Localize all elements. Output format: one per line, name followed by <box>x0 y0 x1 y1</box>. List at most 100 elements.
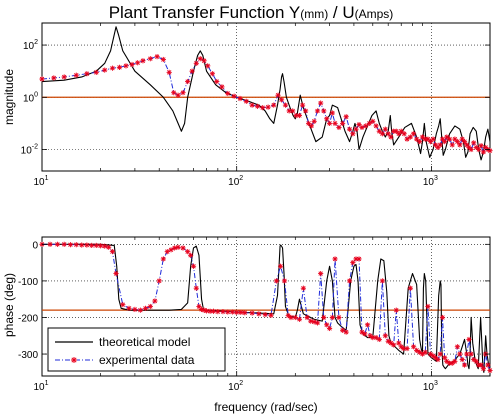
ph-y-tick-label: -100 <box>18 277 38 288</box>
ph-series-experimental-point <box>480 366 487 372</box>
ph-series-experimental-point <box>273 278 280 284</box>
mag-series-experimental-point <box>147 56 153 62</box>
ph-series-experimental-point <box>268 312 274 318</box>
mag-series-experimental-point <box>189 68 195 74</box>
mag-series-experimental-point <box>225 90 231 97</box>
ph-series-experimental-point <box>419 351 426 357</box>
ph-series-experimental-point <box>314 320 321 326</box>
ph-series-experimental-point <box>106 244 112 250</box>
ph-series-experimental-point <box>318 270 324 277</box>
mag-series-experimental-point <box>129 61 135 68</box>
ph-series-experimental-point <box>425 303 431 310</box>
mag-series-experimental-point <box>219 84 225 90</box>
ph-series-experimental-point <box>459 356 465 363</box>
mag-series-experimental-point <box>237 95 243 102</box>
title-main: Plant Transfer Function Y <box>109 3 301 22</box>
ph-series-experimental-point <box>188 252 194 258</box>
mag-series-experimental-point <box>293 112 299 119</box>
ph-series-experimental-point <box>404 345 410 352</box>
mag-series-experimental-point <box>116 64 123 70</box>
ph-series-experimental-point <box>89 242 95 249</box>
ph-series-experimental-point <box>385 338 391 344</box>
mag-series-experimental-point <box>84 71 90 77</box>
magnitude-x-ticks: 101 102 103 <box>33 23 438 188</box>
ph-series-experimental-point <box>262 311 268 318</box>
ph-y-tick-label: -200 <box>18 313 38 324</box>
ph-series-experimental-point <box>461 362 468 368</box>
ph-series-experimental-point <box>329 314 335 321</box>
magnitude-panel: 101 102 103 102 100 10-2 magnitude <box>2 22 493 188</box>
mag-series-experimental-point <box>299 102 306 108</box>
ph-series-experimental-point <box>439 314 446 321</box>
ph-series-experimental-point <box>67 242 74 248</box>
ph-series-experimental-point <box>388 340 394 346</box>
mag-series-experimental-point <box>249 102 255 108</box>
ph-series-experimental-point <box>321 314 327 321</box>
mag-series-experimental-point <box>314 108 321 114</box>
mag-y-tick-label: 100 <box>23 91 38 104</box>
mag-x-tick-label: 102 <box>228 175 243 188</box>
ph-series-experimental-point <box>478 362 484 368</box>
mag-series-experimental-point <box>454 139 460 145</box>
ph-series-experimental-point <box>464 351 470 357</box>
ph-series-experimental-point <box>367 333 373 339</box>
phase-x-ticks: 101 102 103 <box>33 237 438 393</box>
mag-series-experimental-point <box>340 120 346 126</box>
mag-series-experimental-point <box>324 116 330 122</box>
ph-series-experimental-point <box>215 309 221 315</box>
ph-series-experimental-point <box>156 278 162 284</box>
mag-series-experimental-point <box>290 108 296 114</box>
legend-label-theoretical: theoretical model <box>99 335 190 349</box>
mag-series-theoretical-line <box>42 26 490 161</box>
ph-series-experimental-point <box>437 351 443 357</box>
ph-series-experimental-point <box>396 340 402 346</box>
mag-series-experimental-point <box>336 124 342 131</box>
ph-series-experimental-point <box>296 316 303 322</box>
ph-series-experimental-point <box>175 244 181 250</box>
ph-series-experimental-point <box>300 285 306 291</box>
mag-series-experimental-point <box>444 134 450 140</box>
mag-series-experimental-point <box>61 74 67 80</box>
ph-series-experimental-point <box>152 298 158 304</box>
ph-y-tick-label: -300 <box>18 350 38 361</box>
mag-series-experimental-point <box>308 123 315 129</box>
mag-series-experimental-point <box>446 136 453 142</box>
mag-series-experimental-point <box>318 100 324 106</box>
mag-series-experimental-point <box>254 103 261 109</box>
ph-series-experimental-point <box>487 367 493 374</box>
ph-series-experimental-point <box>164 249 170 255</box>
mag-series-experimental-point <box>123 63 129 69</box>
ph-series-experimental-point <box>292 314 298 321</box>
mag-series-experimental-point <box>201 58 207 64</box>
mag-series-experimental-point <box>140 58 146 64</box>
ph-series-experimental-point <box>277 263 284 269</box>
mag-x-tick-label: 101 <box>33 175 48 188</box>
mag-series-experimental-point <box>476 146 482 153</box>
ph-series-experimental-point <box>326 325 333 332</box>
phase-y-axis-label: phase (deg) <box>2 273 16 337</box>
mag-series-experimental-point <box>417 139 423 145</box>
ph-series-experimental-point <box>457 351 463 357</box>
phase-x-axis-label: frequency (rad/sec) <box>214 400 317 414</box>
ph-series-experimental-point <box>350 260 356 266</box>
mag-series-experimental-point <box>393 128 399 134</box>
ph-series-experimental-point <box>343 329 349 335</box>
mag-series-experimental-point <box>356 121 362 128</box>
mag-series-experimental-point <box>205 63 211 69</box>
ph-series-experimental-point <box>73 242 79 248</box>
ph-series-experimental-point <box>102 243 108 249</box>
mag-series-experimental-point <box>353 126 359 132</box>
mag-series-experimental-point <box>271 102 277 108</box>
mag-series-experimental-point <box>480 149 487 155</box>
ph-series-experimental-point <box>113 270 119 277</box>
ph-series-experimental-point <box>137 307 143 313</box>
ph-series-experimental-point <box>449 360 455 366</box>
mag-series-experimental-point <box>468 146 474 153</box>
ph-series-experimental-point <box>193 285 199 291</box>
ph-series-experimental-point <box>142 305 149 311</box>
phase-y-ticks: 0 -100 -200 -300 <box>18 240 490 361</box>
mag-series-experimental-point <box>410 131 417 137</box>
mag-series-experimental-point <box>243 98 249 104</box>
mag-series-experimental-point <box>401 131 407 137</box>
ph-series-experimental-point <box>132 306 138 313</box>
